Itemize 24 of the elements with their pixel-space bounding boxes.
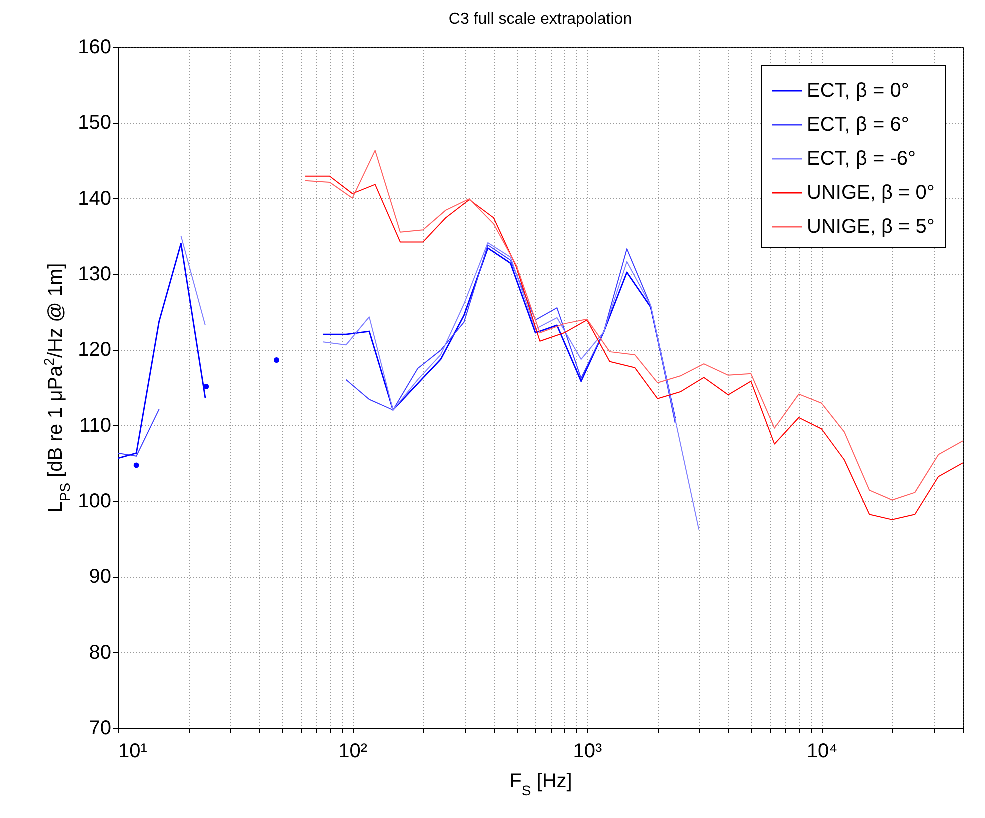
y-tick-label: 140 [78, 188, 112, 210]
point [134, 462, 140, 468]
y-tick-label: 110 [80, 414, 112, 437]
chart-title: C3 full scale extrapolation [448, 11, 632, 28]
x-tick-label: 10² [338, 740, 368, 762]
y-tick-label: 80 [89, 642, 112, 664]
y-tick-label: 100 [78, 490, 112, 512]
legend-label: ECT, β = -6° [807, 148, 916, 170]
point [274, 358, 280, 363]
x-tick-label: 10¹ [118, 740, 148, 762]
legend-label: UNIGE, β = 0° [807, 182, 935, 204]
legend-label: ECT, β = 0° [807, 80, 910, 102]
x-axis-title: F$_{S}$ [Hz] [510, 770, 572, 798]
point [204, 384, 210, 390]
y-tick-label: 90 [89, 566, 112, 588]
y-tick-label: 70 [89, 718, 112, 740]
y-tick-label: 120 [78, 339, 112, 362]
legend-label: UNIGE, β = 5° [807, 216, 935, 238]
legend-label: ECT, β = 6° [807, 114, 910, 136]
x-tick-label: 10³ [573, 740, 602, 762]
y-tick-label: 160 [78, 36, 112, 58]
x-tick-label: 10⁴ [806, 740, 838, 762]
y-tick-label: 150 [78, 112, 112, 134]
y-tick-label: 130 [78, 264, 112, 286]
